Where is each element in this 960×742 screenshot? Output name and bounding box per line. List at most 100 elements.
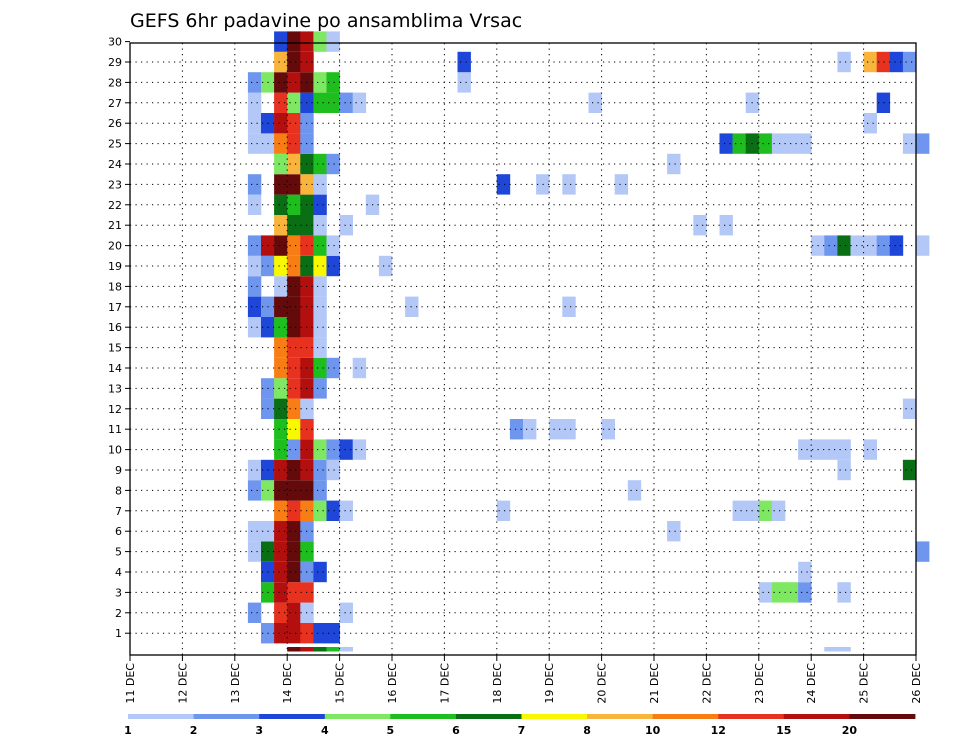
heatmap-cell bbox=[287, 582, 301, 603]
heatmap-cell bbox=[339, 92, 353, 113]
heatmap-cell bbox=[863, 235, 877, 256]
legend-label: 20 bbox=[842, 724, 858, 737]
x-tick-label: 20 DEC bbox=[596, 663, 609, 704]
y-tick-label: 11 bbox=[108, 423, 122, 436]
x-tick-label: 15 DEC bbox=[334, 663, 347, 704]
heatmap-cell bbox=[326, 500, 340, 521]
y-tick-label: 28 bbox=[108, 76, 122, 89]
y-tick-label: 1 bbox=[115, 627, 122, 640]
y-tick-label: 13 bbox=[108, 382, 122, 395]
heatmap-cell bbox=[287, 357, 301, 379]
heatmap-cell bbox=[274, 276, 288, 297]
gridlines bbox=[130, 43, 916, 655]
y-tick-label: 3 bbox=[115, 586, 122, 599]
y-tick-label: 23 bbox=[108, 178, 122, 191]
y-tick-label: 9 bbox=[115, 464, 122, 477]
legend-label: 12 bbox=[711, 724, 726, 737]
legend-swatch bbox=[652, 714, 719, 719]
heatmap-cell bbox=[274, 459, 288, 481]
heatmap-cell bbox=[313, 337, 327, 358]
legend-label: 15 bbox=[776, 724, 791, 737]
y-tick-label: 22 bbox=[108, 199, 122, 212]
heatmap-cell bbox=[758, 133, 773, 154]
heatmap-cell bbox=[313, 194, 327, 215]
heatmap-cell bbox=[837, 647, 851, 652]
heatmap-cell bbox=[339, 500, 353, 521]
heatmap-cell bbox=[274, 215, 288, 236]
heatmap-cell bbox=[274, 582, 288, 603]
heatmap-cell bbox=[771, 582, 786, 603]
heatmap-cell bbox=[889, 235, 904, 256]
heatmap-cell bbox=[287, 194, 301, 215]
y-tick-label: 25 bbox=[108, 138, 122, 151]
heatmap-cell bbox=[313, 296, 327, 317]
heatmap-cell bbox=[562, 419, 576, 440]
heatmap-cell bbox=[798, 561, 812, 583]
x-tick-label: 14 DEC bbox=[281, 663, 294, 704]
plot-frame bbox=[129, 42, 917, 656]
heatmap-cell bbox=[313, 31, 327, 52]
heatmap-cell bbox=[287, 153, 301, 175]
y-tick-label: 2 bbox=[115, 607, 122, 620]
heatmap-cell bbox=[509, 419, 524, 440]
heatmap-cell bbox=[824, 235, 838, 256]
heatmap-cell bbox=[287, 500, 301, 521]
heatmap-cell bbox=[352, 439, 367, 460]
heatmap-cell bbox=[326, 72, 340, 93]
heatmap-cell bbox=[274, 235, 288, 256]
heatmap-cell bbox=[300, 31, 314, 52]
legend-swatch bbox=[259, 714, 326, 719]
x-tick-label: 13 DEC bbox=[229, 663, 242, 704]
heatmap-cell bbox=[274, 561, 288, 583]
heatmap-cell bbox=[916, 133, 930, 154]
heatmap-cell bbox=[287, 541, 301, 562]
heatmap-cell bbox=[274, 602, 288, 623]
heatmap-cell bbox=[247, 255, 262, 277]
x-tick-label: 25 DEC bbox=[858, 663, 871, 704]
y-tick-label: 24 bbox=[108, 158, 122, 171]
heatmap-cell bbox=[247, 174, 262, 195]
y-tick-label: 30 bbox=[108, 36, 122, 49]
heatmap-cell bbox=[247, 541, 262, 562]
heatmap-cell bbox=[287, 398, 301, 419]
heatmap-cell bbox=[287, 276, 301, 297]
heatmap-cell bbox=[313, 500, 327, 521]
heatmap-cell bbox=[274, 174, 288, 195]
heatmap-cell bbox=[732, 133, 746, 154]
x-axis-ticks: 11 DEC 12 DEC 13 DEC 14 DEC 15 DEC 16 DEC 17 D… bbox=[124, 655, 923, 704]
x-tick-label: 19 DEC bbox=[543, 663, 556, 704]
heatmap-cell bbox=[247, 459, 262, 481]
heatmap-cell bbox=[326, 255, 340, 277]
heatmap-cell bbox=[287, 215, 301, 236]
heatmap-cell bbox=[523, 419, 537, 440]
heatmap-cell bbox=[496, 174, 511, 195]
heatmap-cell bbox=[902, 51, 917, 73]
y-tick-label: 6 bbox=[115, 525, 122, 538]
x-tick-label: 22 DEC bbox=[700, 663, 713, 704]
heatmap-cell bbox=[667, 521, 681, 542]
heatmap-cell bbox=[785, 133, 799, 154]
heatmap-cell bbox=[287, 296, 301, 317]
heatmap-cell bbox=[627, 480, 642, 501]
heatmap-cells bbox=[247, 31, 930, 652]
heatmap-cell bbox=[326, 31, 340, 52]
y-tick-label: 10 bbox=[108, 444, 122, 457]
heatmap-cell bbox=[274, 337, 288, 358]
heatmap-cell bbox=[313, 255, 327, 277]
x-tick-label: 23 DEC bbox=[753, 663, 766, 704]
heatmap-cell bbox=[300, 647, 314, 652]
heatmap-cell bbox=[287, 113, 301, 134]
heatmap-cell bbox=[313, 317, 327, 338]
heatmap-cell bbox=[824, 439, 838, 460]
heatmap-cell bbox=[837, 51, 851, 73]
heatmap-cell bbox=[339, 647, 353, 652]
legend-label: 8 bbox=[583, 724, 591, 737]
heatmap-cell bbox=[313, 174, 327, 195]
legend-label: 10 bbox=[645, 724, 661, 737]
heatmap-cell bbox=[287, 459, 301, 481]
heatmap-cell bbox=[326, 623, 340, 644]
heatmap-cell bbox=[287, 647, 301, 652]
heatmap-cell bbox=[274, 419, 288, 440]
heatmap-cell bbox=[313, 72, 327, 93]
